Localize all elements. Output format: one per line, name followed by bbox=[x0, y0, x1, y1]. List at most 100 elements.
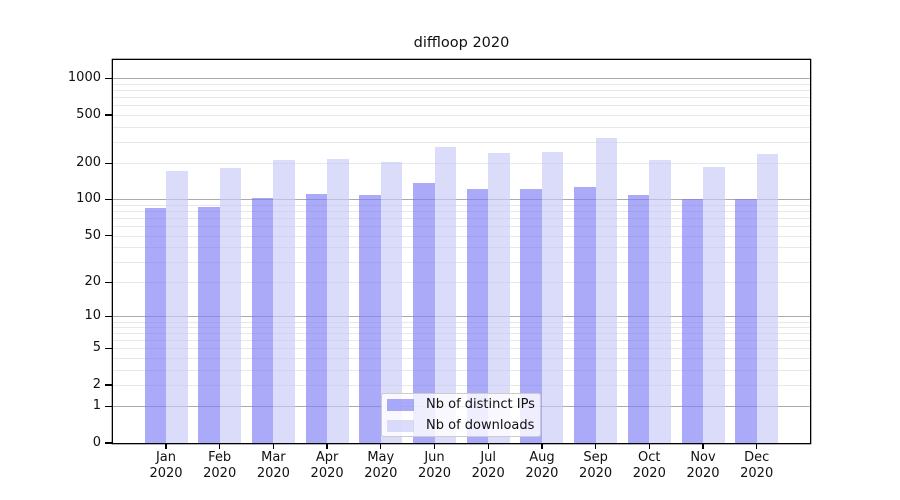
bar-distinct-ips-may bbox=[359, 194, 381, 443]
x-label-year-apr: 2020 bbox=[310, 466, 344, 481]
x-label-year-sep: 2020 bbox=[579, 466, 613, 481]
bar-downloads-oct bbox=[649, 159, 671, 443]
x-label-year-oct: 2020 bbox=[632, 466, 666, 481]
x-label-month-apr: Apr bbox=[315, 450, 339, 465]
bar-downloads-jun bbox=[434, 147, 456, 443]
x-tick-mark-mar bbox=[272, 444, 275, 449]
x-label-month-nov: Nov bbox=[690, 450, 716, 465]
bar-distinct-ips-dec bbox=[735, 198, 757, 443]
gridline-minor-800 bbox=[113, 90, 810, 92]
legend-label-distinct-ips: Nb of distinct IPs bbox=[426, 397, 535, 412]
y-tick-label-2: 2 bbox=[92, 377, 101, 393]
legend-item-distinct-ips: Nb of distinct IPs bbox=[387, 397, 535, 412]
gridline-minor-200 bbox=[113, 163, 810, 165]
x-tick-mark-apr bbox=[326, 444, 328, 449]
bar-downloads-apr bbox=[327, 158, 349, 443]
gridline-minor-600 bbox=[113, 105, 810, 107]
x-tick-mark-jun bbox=[433, 444, 436, 449]
x-label-month-sep: Sep bbox=[583, 450, 608, 465]
x-label-month-mar: Mar bbox=[261, 450, 286, 465]
gridline-minor-8 bbox=[113, 327, 810, 329]
gridline-minor-70 bbox=[113, 218, 810, 220]
bar-distinct-ips-oct bbox=[627, 195, 650, 443]
gridline-minor-300 bbox=[113, 141, 810, 143]
x-tick-mark-sep bbox=[594, 444, 597, 449]
gridline-minor-700 bbox=[113, 97, 810, 99]
bar-downloads-jan bbox=[166, 171, 188, 443]
y-tick-mark-20 bbox=[105, 281, 112, 283]
x-tick-mark-jul bbox=[487, 444, 489, 449]
x-label-year-jul: 2020 bbox=[471, 466, 505, 481]
x-tick-mark-nov bbox=[702, 444, 704, 449]
x-label-year-jun: 2020 bbox=[417, 466, 452, 481]
gridline-minor-60 bbox=[113, 226, 810, 228]
legend: Nb of distinct IPs Nb of downloads bbox=[381, 393, 541, 437]
x-label-jun: Jun 2020 bbox=[400, 450, 470, 482]
gridline-minor-5 bbox=[113, 348, 810, 350]
y-tick-label-100: 100 bbox=[76, 191, 101, 207]
gridline-minor-20 bbox=[113, 282, 810, 284]
y-tick-label-0: 0 bbox=[92, 435, 101, 450]
y-tick-mark-10 bbox=[105, 315, 112, 318]
bar-downloads-jul bbox=[488, 153, 510, 443]
legend-swatch-downloads bbox=[387, 419, 414, 432]
y-tick-mark-200 bbox=[105, 162, 112, 164]
legend-label-downloads: Nb of downloads bbox=[426, 418, 535, 433]
y-tick-label-50: 50 bbox=[84, 227, 101, 243]
bar-downloads-sep bbox=[595, 138, 618, 443]
gridline-minor-4 bbox=[113, 358, 810, 360]
gridline-minor-3 bbox=[113, 369, 810, 371]
x-label-year-may: 2020 bbox=[364, 466, 398, 481]
x-label-aug: Aug 2020 bbox=[507, 450, 577, 482]
bar-downloads-may bbox=[380, 161, 403, 443]
gridline-major-10 bbox=[113, 316, 810, 318]
y-tick-mark-100 bbox=[105, 198, 112, 201]
legend-item-downloads: Nb of downloads bbox=[387, 418, 534, 433]
gridline-minor-9 bbox=[113, 321, 810, 323]
x-label-month-jul: Jul bbox=[480, 450, 497, 465]
y-tick-label-200: 200 bbox=[76, 155, 101, 171]
x-label-apr: Apr 2020 bbox=[292, 450, 362, 482]
bar-downloads-mar bbox=[273, 159, 295, 443]
bar-distinct-ips-jun bbox=[413, 183, 435, 443]
y-tick-label-20: 20 bbox=[84, 274, 101, 290]
x-tick-mark-oct bbox=[648, 444, 650, 449]
gridline-major-100 bbox=[113, 199, 810, 201]
y-tick-mark-1 bbox=[105, 405, 112, 408]
y-tick-label-1: 1 bbox=[92, 398, 101, 414]
x-label-year-jan: 2020 bbox=[149, 466, 183, 481]
gridline-minor-6 bbox=[113, 340, 810, 342]
x-label-year-feb: 2020 bbox=[203, 466, 237, 481]
gridline-minor-7 bbox=[113, 333, 810, 335]
y-tick-mark-0 bbox=[105, 442, 112, 444]
bar-distinct-ips-mar bbox=[251, 197, 274, 443]
bar-distinct-ips-aug bbox=[520, 189, 542, 443]
x-label-month-jun: Jun bbox=[424, 450, 445, 465]
x-label-nov: Nov 2020 bbox=[668, 450, 738, 482]
x-label-dec: Dec 2020 bbox=[722, 450, 792, 482]
y-tick-label-5: 5 bbox=[92, 340, 101, 356]
y-tick-mark-1000 bbox=[105, 77, 112, 80]
gridline-minor-30 bbox=[113, 261, 810, 263]
legend-swatch-distinct-ips bbox=[387, 398, 414, 411]
plot-area: Nb of distinct IPs Nb of downloads bbox=[113, 60, 810, 443]
bar-downloads-aug bbox=[541, 152, 564, 443]
x-tick-mark-jan bbox=[165, 444, 167, 449]
x-label-jan: Jan 2020 bbox=[131, 450, 201, 482]
x-label-feb: Feb 2020 bbox=[185, 450, 255, 482]
x-label-month-dec: Dec bbox=[744, 450, 770, 465]
x-label-month-may: May bbox=[367, 450, 395, 465]
y-tick-label-1000: 1000 bbox=[67, 70, 101, 86]
bar-distinct-ips-nov bbox=[681, 199, 703, 443]
x-label-year-mar: 2020 bbox=[256, 466, 290, 481]
x-label-month-feb: Feb bbox=[208, 450, 232, 465]
gridline-minor-2 bbox=[113, 385, 810, 387]
y-tick-label-10: 10 bbox=[84, 308, 101, 324]
y-tick-mark-500 bbox=[105, 114, 112, 116]
gridline-minor-90 bbox=[113, 204, 810, 206]
bar-distinct-ips-apr bbox=[305, 193, 328, 443]
x-label-jul: Jul 2020 bbox=[453, 450, 523, 482]
gridline-minor-80 bbox=[113, 211, 810, 213]
x-label-month-jan: Jan bbox=[155, 450, 177, 465]
